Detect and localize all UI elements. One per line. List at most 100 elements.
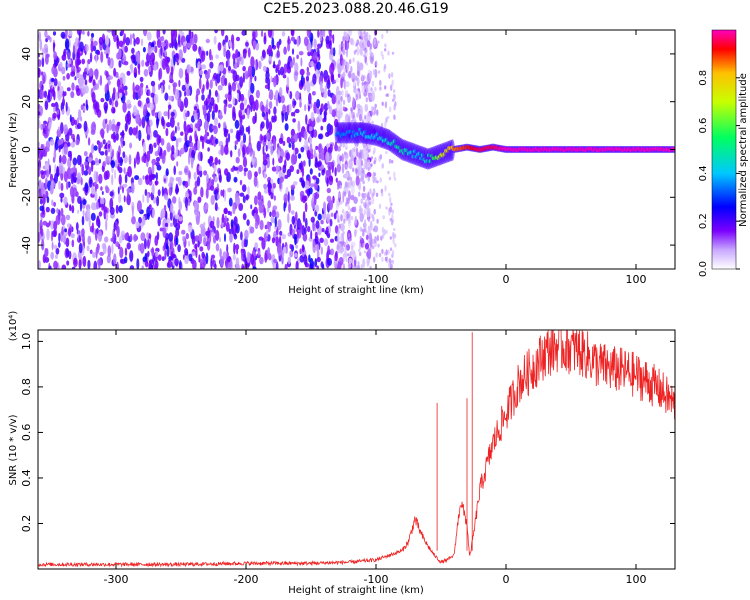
spectrogram-noise-cell (256, 140, 261, 152)
spectrogram-noise-cell (341, 163, 345, 174)
spectrogram-noise-cell (262, 152, 267, 163)
spectrogram-noise-cell (388, 73, 391, 79)
spectrogram-noise-cell (241, 263, 245, 269)
spectrogram-noise-cell (42, 124, 46, 129)
spectrogram-noise-cell (233, 176, 238, 183)
spectrogram-noise-cell (53, 260, 58, 269)
spectrogram-noise-cell (152, 208, 155, 219)
spectrogram-noise-cell (329, 63, 335, 75)
spectrogram-noise-cell (385, 93, 388, 97)
spectrogram-noise-cell (365, 97, 368, 103)
spectrogram-noise-cell (213, 72, 218, 80)
spectrogram-noise-cell (170, 66, 174, 76)
spectrogram-noise-cell (278, 59, 281, 67)
spectrogram-noise-cell (156, 116, 159, 129)
spectrogram-noise-cell (105, 155, 109, 165)
spectrogram-noise-cell (39, 89, 45, 100)
spectrogram-noise-cell (134, 175, 140, 181)
spectrogram-noise-cell (194, 106, 198, 111)
spectrogram-noise-cell (139, 242, 145, 254)
spectrogram-noise-cell (116, 225, 120, 238)
spectrogram-noise-cell (154, 45, 158, 54)
spectrogram-noise-cell (103, 206, 108, 213)
spectrogram-noise-cell (41, 47, 45, 59)
spectrogram-noise-cell (250, 204, 253, 210)
spectrogram-noise-cell (354, 229, 357, 236)
spectrogram-noise-cell (210, 156, 214, 163)
spectrogram-noise-cell (355, 175, 360, 187)
spectrogram-noise-cell (156, 195, 160, 207)
spectrogram-noise-cell (329, 47, 334, 55)
spectrogram-noise-cell (366, 203, 370, 210)
spectrogram-noise-cell (156, 231, 160, 241)
spectrogram-noise-cell (345, 94, 348, 98)
spectrogram-noise-cell (48, 121, 52, 130)
spectrogram-noise-cell (242, 146, 246, 159)
spectrogram-noise-cell (347, 198, 350, 205)
spectrogram-noise-cell (63, 51, 66, 57)
spectrogram-noise-cell (57, 81, 62, 87)
spectrogram-noise-cell (336, 213, 339, 217)
spectrogram-noise-cell (238, 164, 244, 172)
spectrogram-noise-cell (198, 165, 202, 172)
spectrogram-noise-cell (140, 82, 144, 89)
spectrogram-noise-cell (228, 84, 232, 96)
spectrogram-noise-cell (372, 238, 375, 245)
spectrogram-noise-cell (59, 192, 65, 199)
spectrogram-noise-cell (200, 186, 204, 198)
spectrogram-noise-cell (335, 177, 338, 183)
spectrogram-noise-cell (65, 30, 68, 38)
spectrogram-noise-cell (376, 109, 379, 116)
spectrogram-noise-cell (107, 80, 111, 86)
spectrogram-noise-cell (132, 82, 135, 94)
spectrogram-noise-cell (177, 137, 182, 143)
spectrogram-noise-cell (98, 211, 103, 217)
spectrogram-noise-cell (247, 65, 253, 77)
spectrogram-noise-cell (350, 184, 355, 195)
x-tick-label: -100 (364, 273, 389, 286)
spectrogram-noise-cell (258, 236, 264, 241)
spectrogram-noise-cell (113, 135, 117, 143)
spectrogram-noise-cell (54, 254, 58, 259)
spectrogram-noise-cell (250, 253, 255, 266)
spectrogram-noise-cell (237, 92, 240, 101)
spectrogram-noise-cell (355, 159, 358, 165)
spectrogram-noise-cell (362, 214, 365, 219)
spectrogram-noise-cell (127, 199, 131, 206)
spectrogram-noise-cell (199, 223, 205, 230)
spectrogram-noise-cell (51, 77, 55, 82)
spectrogram-noise-cell (119, 88, 123, 94)
spectrogram-noise-cell (291, 142, 295, 151)
spectrogram-noise-cell (372, 228, 375, 232)
spectrogram-noise-cell (90, 144, 94, 154)
spectrogram-noise-cell (233, 216, 238, 227)
spectrogram-noise-cell (70, 141, 76, 148)
spectrogram-noise-cell (98, 141, 103, 149)
spectrogram-noise-cell (390, 84, 393, 91)
spectrogram-noise-cell (57, 126, 60, 131)
spectrogram-noise-cell (359, 226, 362, 232)
spectrogram-noise-cell (160, 138, 165, 146)
spectrogram-noise-cell (351, 206, 355, 212)
spectrogram-noise-cell (294, 236, 297, 246)
spectrogram-noise-cell (255, 89, 260, 99)
spectrogram-noise-cell (200, 258, 204, 264)
spectrogram-noise-cell (253, 212, 257, 219)
spectrogram-noise-cell (63, 143, 68, 156)
spectrogram-noise-cell (129, 142, 133, 149)
spectrogram-noise-cell (206, 50, 209, 56)
spectrogram-noise-cell (374, 107, 377, 115)
spectrogram-noise-cell (381, 226, 385, 234)
spectrogram-noise-cell (337, 229, 340, 235)
spectrogram-noise-cell (236, 131, 241, 143)
spectrogram-noise-cell (320, 219, 324, 225)
spectrogram-noise-cell (99, 251, 104, 256)
spectrogram-noise-cell (342, 231, 345, 235)
spectrogram-noise-cell (244, 70, 249, 80)
spectrogram-heatmap (38, 30, 675, 269)
spectrogram-noise-cell (146, 150, 151, 162)
spectrogram-noise-cell (135, 37, 140, 45)
spectrogram-noise-cell (364, 218, 367, 231)
spectrogram-noise-cell (86, 103, 89, 111)
spectrogram-noise-cell (273, 60, 276, 69)
